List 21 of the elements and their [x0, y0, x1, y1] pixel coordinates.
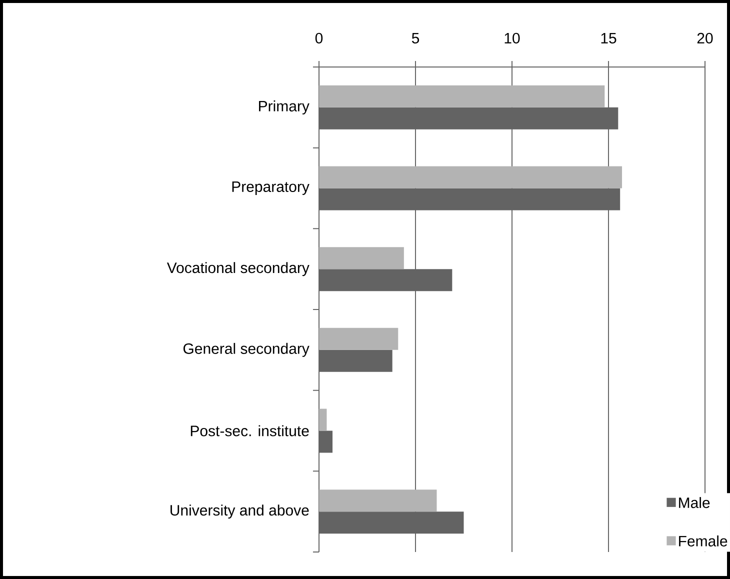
- y-tick-label: Post-sec. institute: [190, 425, 309, 436]
- x-tick-label: 0: [315, 32, 323, 44]
- bar: [319, 247, 404, 270]
- y-tick-label: University and above: [170, 504, 309, 519]
- x-tick-label: 15: [601, 33, 616, 44]
- y-tick-label: Preparatory: [232, 182, 310, 195]
- y-tick-label: General secondary: [183, 342, 310, 357]
- legend-label: Female: [679, 535, 728, 546]
- bar: [319, 85, 605, 108]
- legend-label: Male: [679, 497, 710, 508]
- bar: [319, 166, 622, 188]
- x-tick-label: 20: [697, 32, 713, 44]
- x-tick-label: 5: [412, 33, 420, 44]
- y-tick-label: Primary: [259, 100, 310, 114]
- bar: [319, 328, 398, 350]
- bar: [319, 490, 437, 512]
- bar: [319, 430, 333, 453]
- x-tick-label: 10: [504, 32, 520, 44]
- bar: [319, 408, 327, 431]
- y-tick-label: Vocational secondary: [166, 262, 310, 276]
- bar: [319, 350, 392, 372]
